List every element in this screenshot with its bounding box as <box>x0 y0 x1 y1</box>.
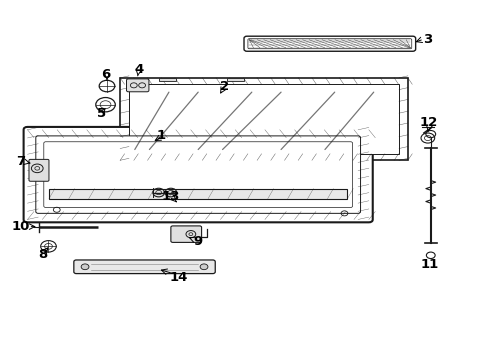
Text: 11: 11 <box>420 258 438 271</box>
FancyBboxPatch shape <box>126 79 149 92</box>
Text: 13: 13 <box>161 190 179 203</box>
Text: 10: 10 <box>12 220 30 233</box>
Text: 6: 6 <box>101 68 110 81</box>
FancyBboxPatch shape <box>247 39 411 49</box>
Bar <box>49 189 346 199</box>
Bar <box>159 78 176 81</box>
Bar <box>120 78 407 160</box>
Text: 2: 2 <box>220 80 229 93</box>
FancyBboxPatch shape <box>23 127 372 222</box>
FancyBboxPatch shape <box>170 226 201 242</box>
Text: 3: 3 <box>422 32 431 46</box>
Text: 14: 14 <box>170 271 188 284</box>
Text: 12: 12 <box>419 116 437 129</box>
FancyBboxPatch shape <box>244 36 415 51</box>
Circle shape <box>200 264 207 270</box>
FancyBboxPatch shape <box>44 142 352 207</box>
Bar <box>227 78 244 81</box>
Text: 9: 9 <box>193 235 202 248</box>
Bar <box>129 84 398 154</box>
Text: 1: 1 <box>157 129 166 142</box>
Text: 8: 8 <box>38 248 47 261</box>
FancyBboxPatch shape <box>29 159 49 181</box>
Text: 5: 5 <box>97 107 105 120</box>
Text: 7: 7 <box>17 155 26 168</box>
Circle shape <box>81 264 89 270</box>
Text: 4: 4 <box>134 63 143 76</box>
FancyBboxPatch shape <box>36 136 360 213</box>
FancyBboxPatch shape <box>74 260 215 274</box>
